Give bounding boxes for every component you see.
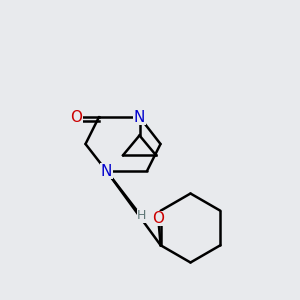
Text: O: O <box>70 110 83 124</box>
Text: H: H <box>137 209 146 223</box>
Text: O: O <box>152 211 164 226</box>
Text: N: N <box>134 110 145 124</box>
Text: N: N <box>101 164 112 178</box>
